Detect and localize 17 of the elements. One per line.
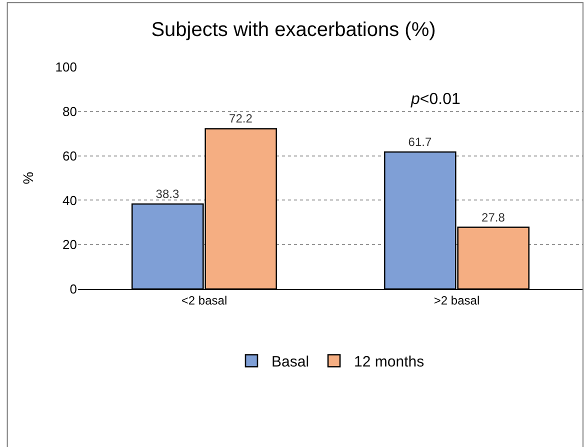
y-tick-label: 80 — [62, 104, 77, 119]
data-label: 72.2 — [229, 112, 253, 126]
data-label: 38.3 — [156, 186, 180, 201]
data-label: 27.8 — [482, 210, 506, 224]
legend-label: 12 months — [354, 354, 424, 371]
y-tick-label: 60 — [62, 148, 77, 164]
data-label: 61.7 — [408, 135, 432, 150]
y-tick-label: 40 — [62, 192, 77, 208]
y-axis-title: % — [20, 172, 36, 184]
annotation: p<0.01 — [410, 91, 460, 108]
y-tick-label: 20 — [62, 237, 77, 252]
y-tick-label: 100 — [55, 60, 77, 75]
chart-title: Subjects with exacerbations (%) — [151, 19, 436, 42]
x-tick-label: <2 basal — [181, 293, 228, 308]
y-tick-label: 0 — [70, 282, 77, 297]
x-tick-label: >2 basal — [434, 293, 480, 308]
legend-label: Basal — [272, 354, 310, 371]
